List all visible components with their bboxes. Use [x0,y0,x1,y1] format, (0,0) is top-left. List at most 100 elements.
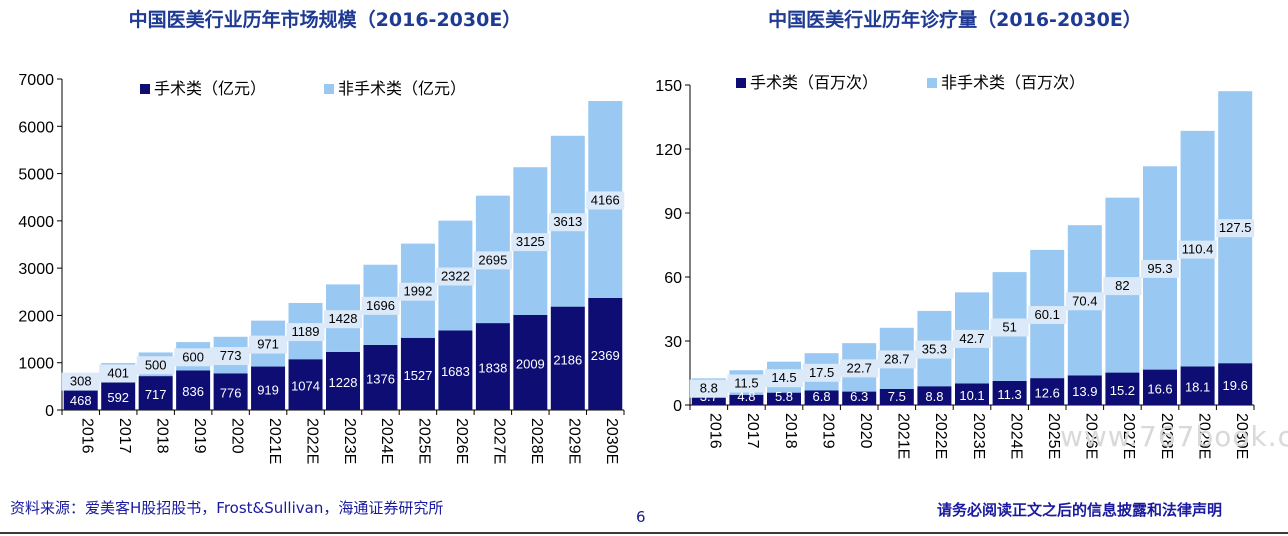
market-label-surgical: 468 [70,393,92,408]
market-category-label: 2020 [228,418,245,454]
market-y-tick-label: 5000 [18,167,54,184]
volume-category-label: 2017 [744,413,761,449]
volume-bar-surgical [955,383,989,405]
volume-category-label: 2016 [707,413,724,449]
volume-bar-surgical [804,390,839,405]
market-category-label: 2023E [341,418,358,464]
market-legend-label-1: 非手术类（亿元） [338,79,466,98]
volume-label-nonsurgical: 110.4 [1182,242,1214,257]
market-legend-swatch-1 [324,84,334,94]
footer-rule [0,532,1288,534]
volume-legend-swatch-0 [736,78,746,88]
market-label-surgical: 1527 [403,368,432,383]
market-label-box-nonsurgical [586,191,625,210]
volume-bar-surgical [842,391,877,405]
volume-y-tick-label: 150 [655,78,682,95]
market-label-box-nonsurgical [136,356,175,375]
market-bar-surgical [176,370,211,410]
market-y-tick-label: 0 [45,403,54,420]
volume-bar-surgical [1180,366,1215,405]
market-label-nonsurgical: 971 [257,337,279,352]
market-label-box-nonsurgical [249,335,288,354]
market-label-nonsurgical: 1428 [329,311,358,326]
volume-label-surgical: 15.2 [1110,383,1135,398]
market-label-nonsurgical: 1992 [403,284,432,299]
market-bar-surgical [326,351,360,410]
market-label-box-nonsurgical [99,364,138,383]
volume-label-nonsurgical: 11.5 [734,375,758,390]
volume-label-box-nonsurgical [915,340,954,359]
volume-bar-surgical [879,389,914,405]
market-category-label: 2018 [153,418,170,454]
volume-label-box-nonsurgical [1216,219,1255,238]
volume-category-label: 2027E [1120,413,1137,459]
market-y-tick-label: 6000 [18,119,54,136]
market-category-label: 2019 [191,418,208,454]
market-category-label: 2030E [603,418,620,464]
market-label-box-nonsurgical [61,372,100,391]
volume-label-box-nonsurgical [1065,292,1104,311]
market-bar-surgical [251,366,286,410]
volume-y-tick-label: 90 [664,206,682,223]
market-label-surgical: 1683 [441,364,470,379]
market-label-surgical: 1228 [329,375,358,390]
market-label-surgical: 1074 [291,379,320,394]
volume-label-surgical: 10.1 [959,388,984,403]
chart-title-market-size: 中国医美行业历年市场规模（2016-2030E） [128,9,522,31]
volume-label-surgical: 6.3 [850,389,868,404]
volume-bar-surgical [729,394,764,405]
volume-category-label: 2020 [857,413,874,449]
market-category-label: 2021E [266,418,283,464]
volume-label-surgical: 16.6 [1147,381,1172,396]
volume-label-nonsurgical: 51 [1002,319,1016,334]
market-label-surgical: 776 [220,386,242,401]
market-y-tick-label: 2000 [18,308,54,325]
volume-label-box-nonsurgical [877,350,916,369]
market-bar-surgical [550,306,585,410]
market-label-nonsurgical: 401 [107,366,129,381]
market-label-box-nonsurgical [436,267,475,286]
market-legend-label-0: 手术类（亿元） [154,79,266,98]
volume-label-surgical: 11.3 [997,387,1021,402]
market-label-box-nonsurgical [174,348,213,367]
volume-bar-surgical [917,386,952,405]
market-label-box-nonsurgical [211,347,250,366]
market-label-nonsurgical: 500 [145,357,167,372]
volume-bar-surgical [1105,372,1140,405]
volume-label-surgical: 13.9 [1072,384,1097,399]
volume-label-nonsurgical: 42.7 [959,331,984,346]
volume-label-box-nonsurgical [765,369,803,388]
market-label-nonsurgical: 600 [182,349,204,364]
market-label-surgical: 2009 [516,357,545,372]
volume-label-surgical: 8.8 [925,389,943,404]
volume-label-surgical: 6.8 [813,389,831,404]
market-label-surgical: 2369 [591,348,620,363]
market-label-nonsurgical: 1189 [292,324,320,339]
volume-bar-surgical [1218,363,1253,405]
market-bar-surgical [288,359,323,410]
chart-title-treatment-volume: 中国医美行业历年诊疗量（2016-2030E） [768,9,1142,31]
volume-y-tick-label: 30 [664,334,682,351]
market-bar-surgical [438,330,473,410]
volume-label-nonsurgical: 14.5 [771,370,796,385]
volume-category-label: 2025E [1045,413,1062,459]
market-label-box-nonsurgical [473,251,512,270]
volume-bar-surgical [1143,369,1177,405]
volume-label-box-nonsurgical [689,379,728,398]
volume-label-surgical: 19.6 [1223,378,1248,393]
market-label-surgical: 1376 [366,371,395,386]
volume-category-label: 2030E [1233,413,1250,459]
market-bar-surgical [101,382,136,410]
market-y-tick-label: 7000 [18,72,54,89]
volume-label-nonsurgical: 95.3 [1147,261,1172,276]
footer-source: 资料来源：爱美客H股招股书，Frost&Sullivan，海通证券研究所 [10,499,444,517]
watermark: www.767book.com [1060,420,1288,453]
volume-y-tick-label: 120 [655,142,682,159]
market-bar-surgical [400,337,435,410]
market-label-nonsurgical: 2695 [478,252,507,267]
market-category-label: 2016 [78,418,95,454]
market-label-box-nonsurgical [324,310,362,329]
market-label-nonsurgical: 2322 [441,269,470,284]
page-number: 6 [636,508,646,526]
